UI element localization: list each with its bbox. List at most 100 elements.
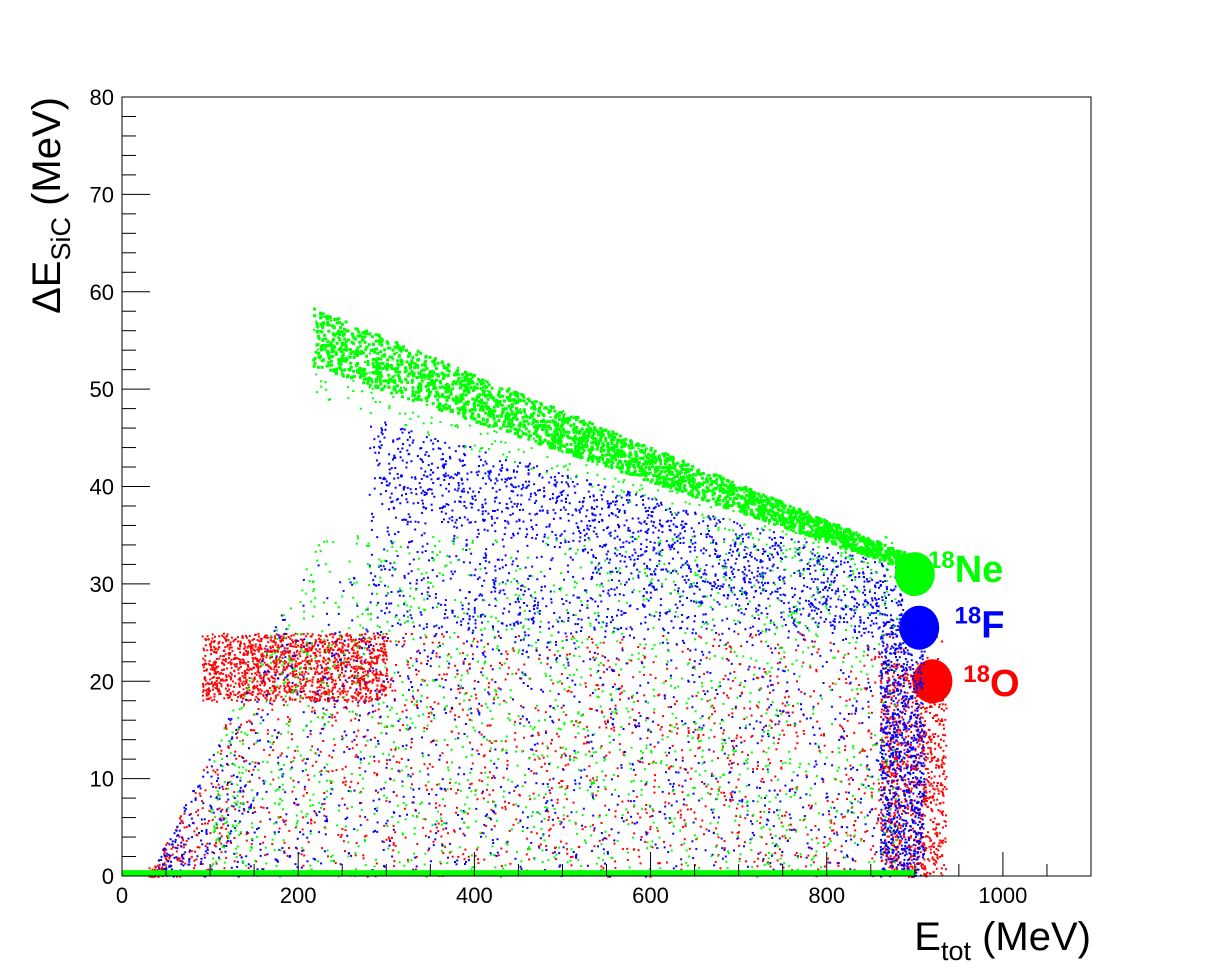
data-point (549, 715, 552, 718)
data-point (652, 720, 654, 723)
data-point (884, 848, 887, 851)
data-point (253, 743, 256, 746)
data-point (309, 666, 312, 669)
data-point (584, 736, 587, 739)
data-point (888, 802, 891, 804)
data-point (371, 698, 373, 701)
data-point (353, 670, 356, 673)
data-point (368, 711, 371, 714)
data-point (822, 813, 825, 816)
data-point (282, 639, 284, 642)
data-point (893, 812, 896, 814)
data-point (277, 731, 280, 734)
data-point (203, 676, 206, 679)
data-point (887, 676, 890, 679)
data-point (176, 825, 179, 828)
data-point (343, 657, 346, 660)
data-point (348, 748, 351, 750)
data-point (598, 839, 601, 842)
data-point (925, 733, 928, 736)
data-point (386, 669, 388, 672)
data-point (279, 685, 282, 688)
data-point (398, 761, 401, 764)
data-point (930, 777, 933, 780)
data-point (936, 798, 939, 801)
data-point (382, 841, 385, 844)
data-point (700, 636, 703, 639)
data-point (195, 858, 198, 861)
data-point (202, 666, 205, 669)
data-point (370, 657, 373, 659)
data-point (905, 754, 908, 756)
data-point (927, 746, 930, 749)
data-point (394, 844, 397, 847)
data-point (325, 693, 328, 696)
data-point (247, 650, 250, 653)
data-point (336, 700, 339, 703)
data-point (309, 830, 312, 833)
data-point (188, 849, 191, 852)
data-point (851, 704, 854, 707)
data-point (377, 791, 379, 794)
data-point (350, 695, 353, 698)
data-point (784, 704, 787, 707)
data-point (401, 745, 404, 748)
data-point (649, 815, 652, 818)
data-point (331, 756, 334, 759)
data-point (878, 788, 880, 791)
data-point (288, 847, 290, 849)
data-point (310, 819, 313, 822)
data-point (403, 807, 406, 810)
data-point (259, 692, 262, 695)
data-point (325, 682, 328, 685)
data-point (842, 656, 845, 659)
data-point (359, 677, 362, 679)
data-point (462, 642, 465, 645)
data-point (904, 736, 907, 739)
data-point (249, 780, 251, 783)
data-point (780, 767, 783, 770)
data-point (394, 748, 397, 751)
data-point (870, 732, 873, 735)
data-point (942, 755, 945, 758)
data-point (322, 640, 325, 643)
data-point (268, 693, 271, 696)
data-point (253, 687, 256, 690)
data-point (586, 864, 589, 867)
data-point (507, 802, 510, 804)
data-point (775, 843, 778, 846)
data-point (215, 677, 218, 680)
data-point (389, 640, 392, 643)
data-point (271, 708, 274, 711)
data-point (918, 855, 921, 858)
data-point (668, 747, 671, 749)
data-point (771, 837, 774, 839)
data-point (932, 828, 935, 831)
data-point (903, 791, 906, 794)
data-point (190, 855, 193, 858)
data-point (423, 727, 426, 729)
data-point (328, 697, 331, 700)
data-point (399, 675, 402, 677)
data-point (223, 844, 225, 847)
data-point (597, 605, 599, 608)
data-point (746, 640, 749, 643)
data-point (914, 870, 917, 873)
data-point (337, 676, 340, 679)
data-point (205, 689, 207, 692)
data-point (341, 649, 344, 652)
data-point (869, 848, 872, 851)
data-point (306, 735, 309, 738)
data-point (471, 657, 474, 660)
data-point (366, 608, 369, 611)
data-point (795, 852, 798, 854)
data-point (335, 652, 338, 655)
data-point (441, 843, 444, 846)
data-point (213, 640, 216, 642)
data-point (179, 875, 182, 878)
data-point (376, 821, 379, 824)
data-point (501, 748, 504, 751)
data-point (907, 845, 909, 848)
data-point (698, 799, 701, 802)
data-point (880, 818, 883, 821)
